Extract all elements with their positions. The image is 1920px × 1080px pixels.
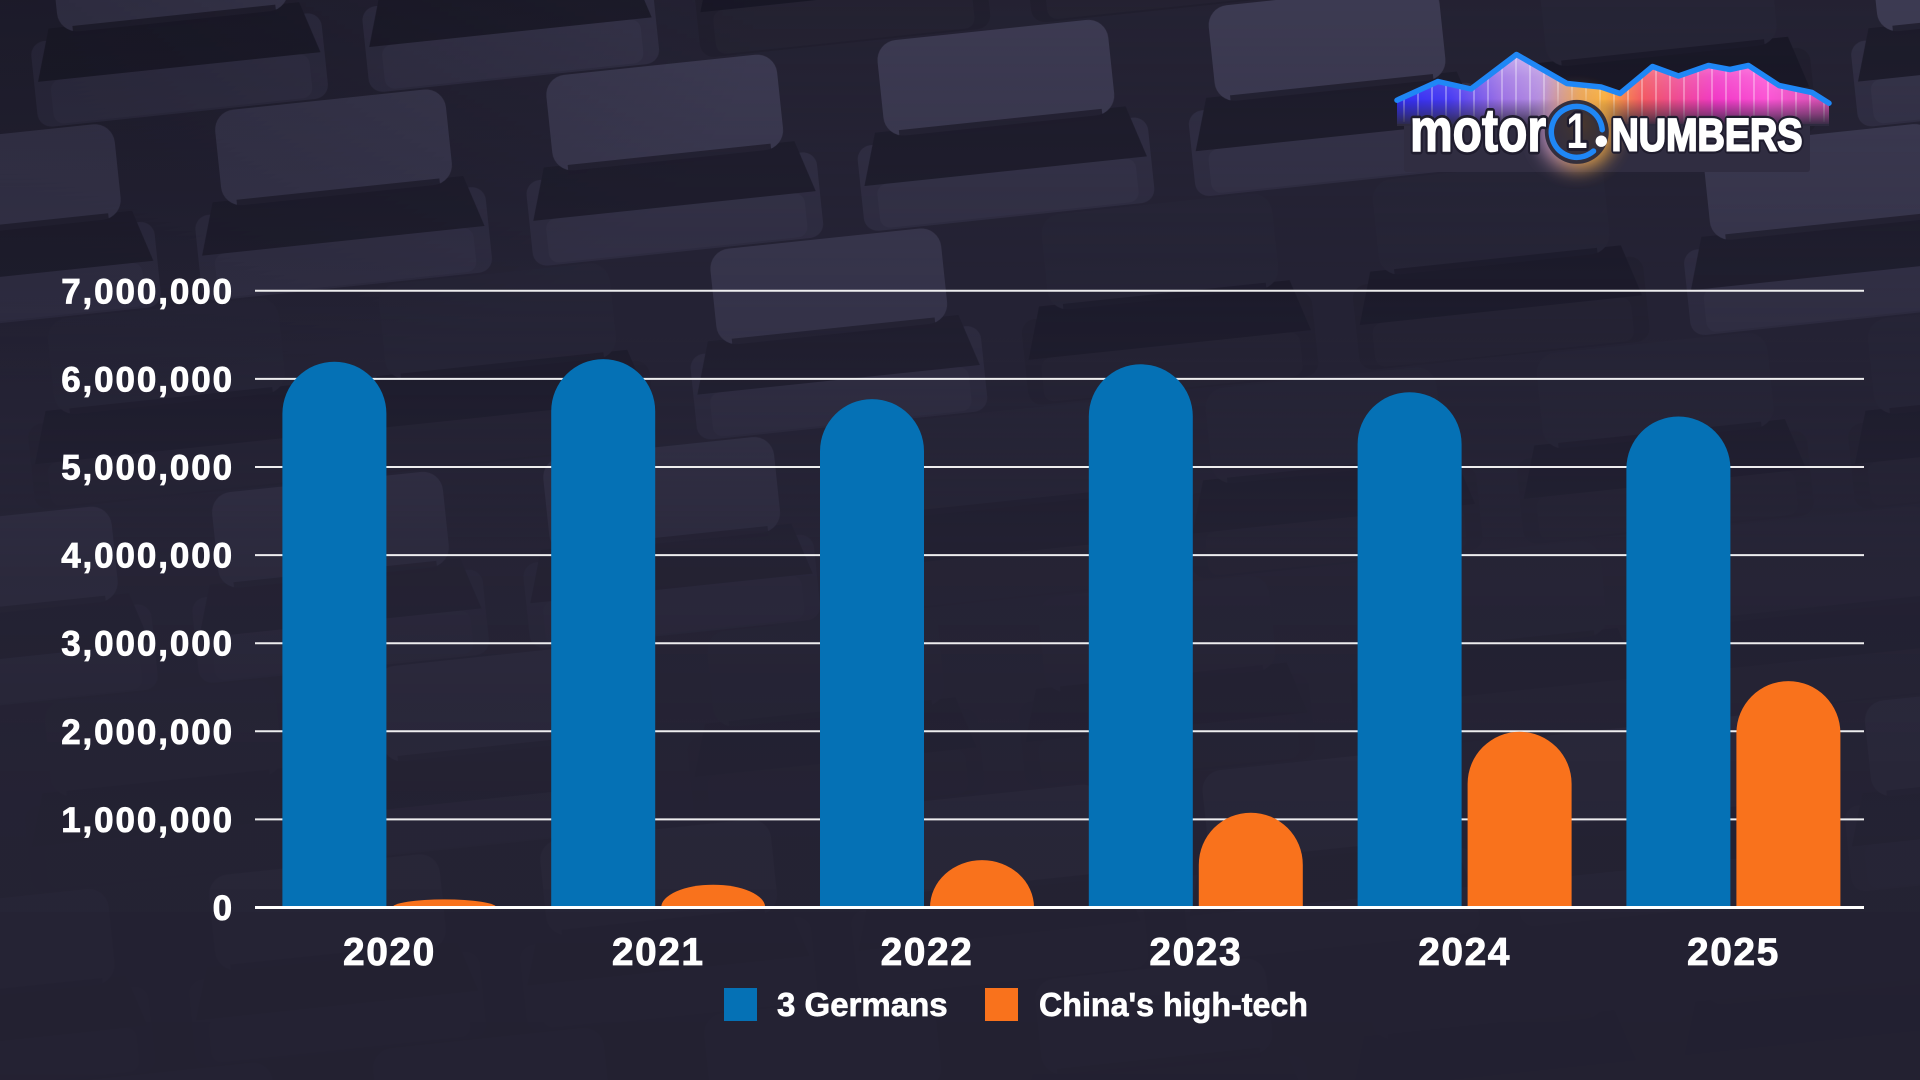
svg-text:2020: 2020 — [343, 931, 436, 974]
svg-text:4,000,000: 4,000,000 — [61, 537, 234, 576]
svg-text:1,000,000: 1,000,000 — [61, 801, 234, 840]
svg-text:1: 1 — [1567, 103, 1588, 159]
svg-text:3 Germans: 3 Germans — [777, 986, 948, 1023]
svg-text:6,000,000: 6,000,000 — [61, 360, 234, 399]
svg-text:2024: 2024 — [1418, 931, 1511, 974]
svg-text:1: 1 — [1567, 103, 1588, 159]
svg-text:2025: 2025 — [1687, 931, 1780, 974]
svg-text:2,000,000: 2,000,000 — [61, 713, 234, 752]
svg-text:2022: 2022 — [881, 931, 974, 974]
svg-text:NUMBERS: NUMBERS — [1612, 110, 1803, 161]
svg-text:motor: motor — [1410, 97, 1546, 164]
svg-text:NUMBERS: NUMBERS — [1612, 110, 1803, 161]
svg-text:motor: motor — [1410, 97, 1546, 164]
svg-text:China's high-tech: China's high-tech — [1039, 986, 1308, 1023]
svg-text:5,000,000: 5,000,000 — [61, 449, 234, 488]
svg-text:2021: 2021 — [612, 931, 705, 974]
svg-text:7,000,000: 7,000,000 — [61, 272, 234, 311]
svg-text:0: 0 — [213, 889, 234, 928]
svg-text:2023: 2023 — [1149, 931, 1242, 974]
svg-text:3,000,000: 3,000,000 — [61, 625, 234, 664]
